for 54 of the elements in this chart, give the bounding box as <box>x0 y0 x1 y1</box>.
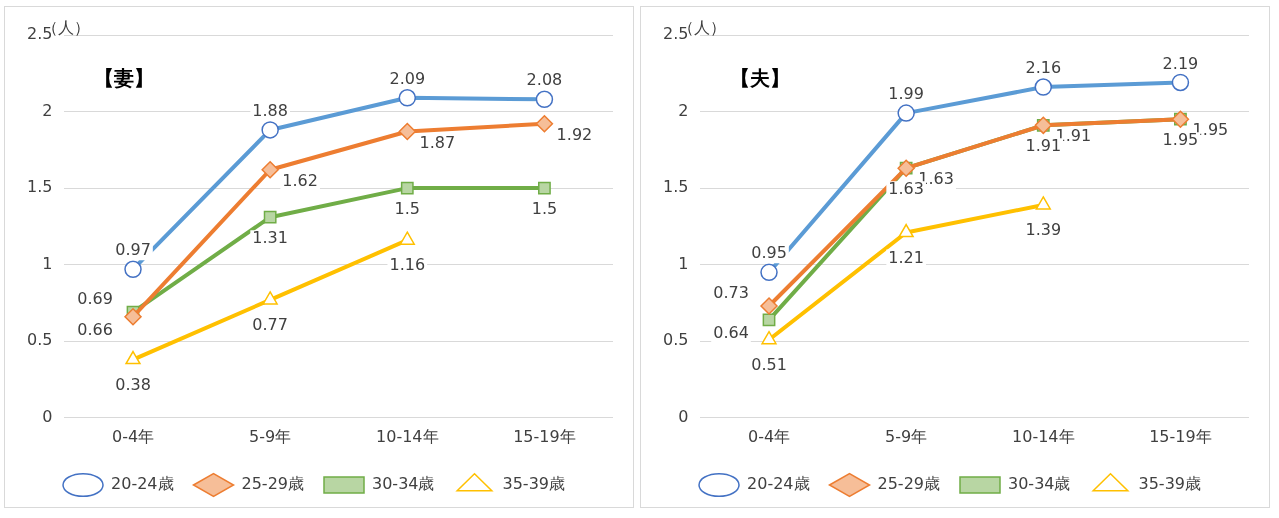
data-label: 1.16 <box>389 255 426 275</box>
x-tick-label: 10-14年 <box>1012 426 1075 446</box>
data-label: 1.88 <box>252 101 288 121</box>
data-label: 0.64 <box>713 322 749 342</box>
data-label: 0.66 <box>77 319 113 339</box>
y-tick-label: 0 <box>42 406 53 426</box>
data-label: 1.5 <box>531 199 558 219</box>
data-label: 0.38 <box>115 374 151 394</box>
data-label: 0.95 <box>751 243 787 263</box>
x-tick-label: 0-4年 <box>747 426 791 446</box>
legend-label: 20-24歳 <box>111 474 174 494</box>
data-label: 2.16 <box>1025 58 1062 78</box>
data-label: 0.77 <box>252 315 288 335</box>
x-tick-label: 5-9年 <box>885 426 928 446</box>
legend-label: 30-34歳 <box>1008 474 1071 494</box>
y-tick-label: 2.5 <box>662 24 689 44</box>
text: 【夫】 <box>730 66 791 91</box>
data-label: 1.5 <box>394 199 421 219</box>
legend-label: 35-39歳 <box>1138 474 1201 494</box>
data-label: 0.97 <box>115 240 151 260</box>
data-label: 1.62 <box>282 170 318 190</box>
y-tick-label: 2.5 <box>26 24 53 44</box>
legend-label: 30-34歳 <box>372 474 435 494</box>
y-tick-label: 1 <box>42 253 53 273</box>
text: 【妻】 <box>94 66 155 91</box>
data-label: 1.21 <box>888 247 924 267</box>
y-tick-label: 1.5 <box>26 177 53 197</box>
y-tick-label: 0 <box>678 406 689 426</box>
y-tick-label: 2 <box>42 100 53 120</box>
x-tick-label: 5-9年 <box>249 426 292 446</box>
y-tick-label: 0.5 <box>26 330 53 350</box>
data-label: 0.69 <box>77 289 113 309</box>
data-label: 1.99 <box>888 84 924 104</box>
legend-label: 25-29歳 <box>877 474 941 494</box>
x-tick-label: 0-4年 <box>111 426 155 446</box>
data-label: 1.39 <box>1025 220 1062 240</box>
y-tick-label: 1.5 <box>662 177 689 197</box>
y-tick-label: 2 <box>678 100 689 120</box>
legend-label: 25-29歳 <box>241 474 305 494</box>
data-label: 1.87 <box>419 132 456 152</box>
legend-label: 35-39歳 <box>502 474 565 494</box>
y-tick-label: 1 <box>678 253 689 273</box>
data-label: 2.19 <box>1162 53 1199 73</box>
data-label: 0.73 <box>713 283 749 303</box>
data-label: 1.92 <box>556 124 593 144</box>
x-tick-label: 15-19年 <box>1149 426 1212 446</box>
data-label: 1.31 <box>252 228 288 248</box>
data-label: 2.09 <box>389 68 426 88</box>
x-tick-label: 15-19年 <box>513 426 576 446</box>
data-label: 0.51 <box>751 354 787 374</box>
data-label: 2.08 <box>526 70 563 90</box>
legend-label: 20-24歳 <box>747 474 810 494</box>
y-tick-label: 0.5 <box>662 330 689 350</box>
x-tick-label: 10-14年 <box>376 426 439 446</box>
